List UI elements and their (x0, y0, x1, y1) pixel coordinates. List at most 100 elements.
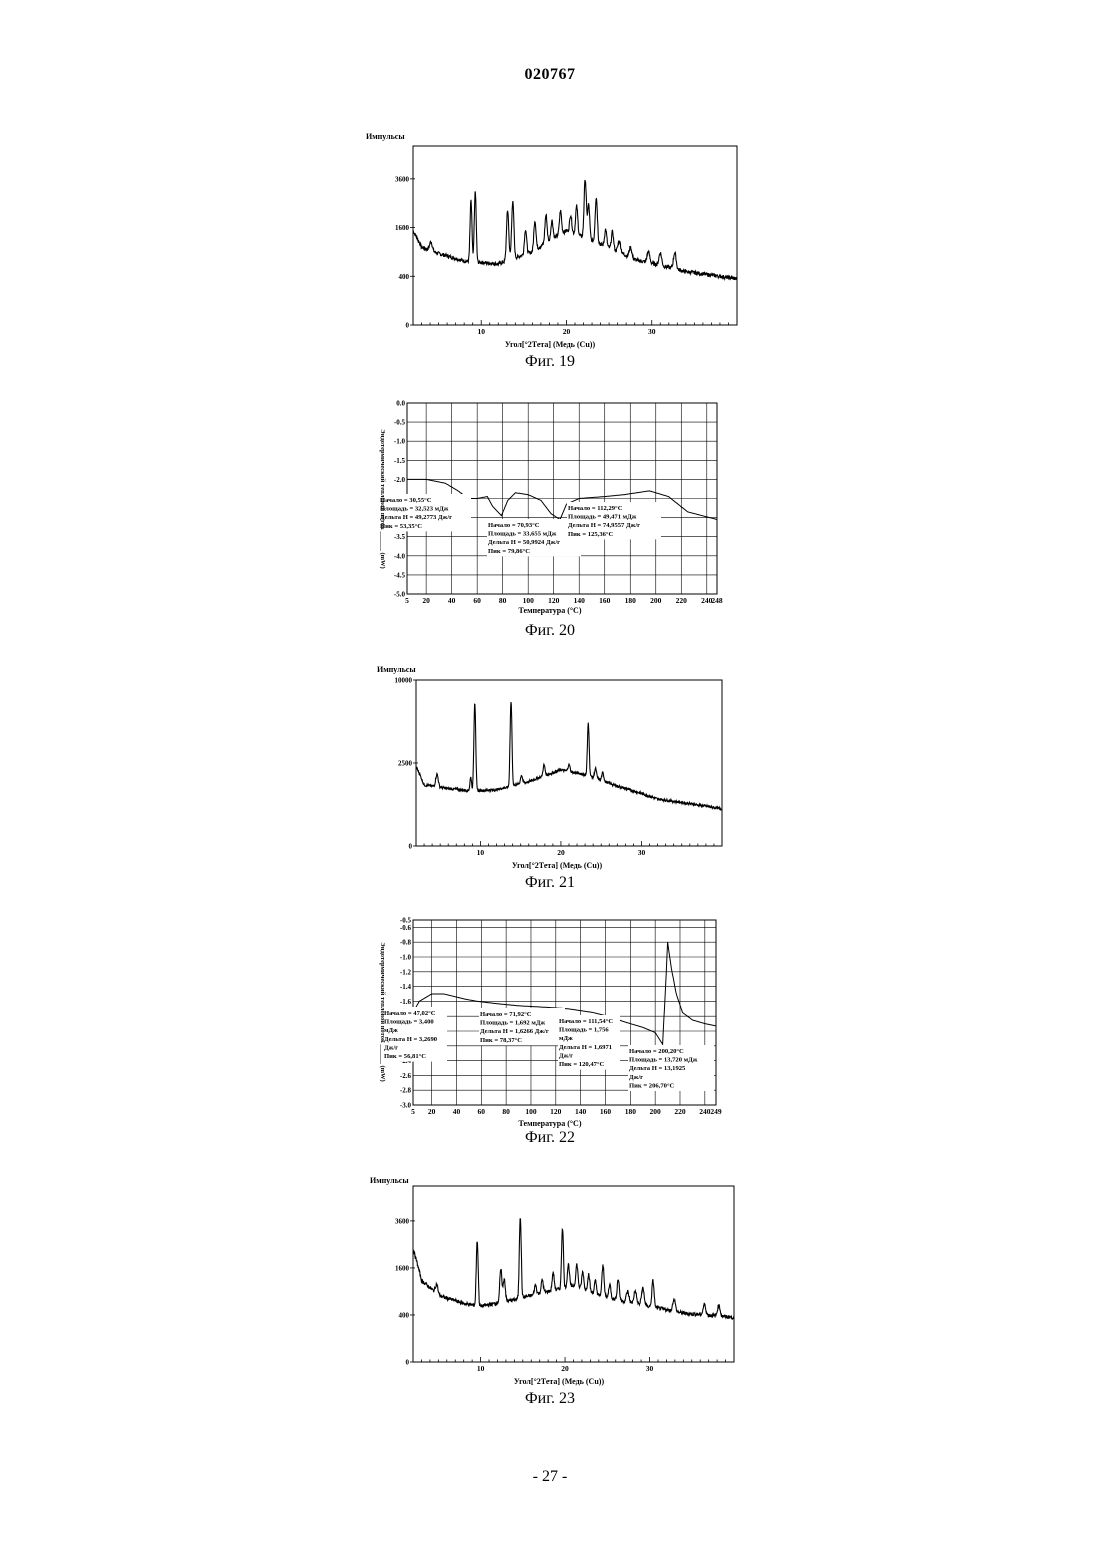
ylabel: Импульсы (366, 132, 405, 141)
annotation-text: Дельта H = 1,6266 Дж/г (480, 1028, 549, 1035)
page-number: - 27 - (0, 1468, 1100, 1486)
y-tick-label: -1.5 (394, 457, 406, 465)
annotation-text: Площадь = 49,471 мДж (568, 514, 637, 521)
x-tick-label: 248 (711, 596, 723, 605)
x-tick-label: 20 (422, 596, 430, 605)
annotation-box (628, 1045, 714, 1091)
annotation-text: Пик = 53,35°C (380, 523, 422, 530)
x-tick-label: 80 (502, 1107, 510, 1116)
x-tick-label: 80 (499, 596, 507, 605)
plot-frame (413, 146, 737, 325)
plot-frame (407, 403, 717, 594)
x-tick-label: 140 (574, 596, 586, 605)
annotation-text: Дельта H = 50,9924 Дж/г (488, 539, 560, 546)
x-tick-label: 120 (550, 1107, 562, 1116)
annotation-text: Площадь = 3,400 (384, 1019, 434, 1026)
x-tick-label: 5 (411, 1107, 415, 1116)
annotation-text: Дельта H = 74,9557 Дж/г (568, 522, 640, 529)
y-tick-label: 0 (409, 843, 413, 851)
plot-frame (413, 1186, 734, 1362)
annotation-text: Начало = 112,29°C (568, 505, 623, 512)
y-tick-label: -0.6 (400, 924, 412, 932)
annotation-text: Пик = 206,70°C (629, 1082, 675, 1089)
x-tick-label: 30 (648, 327, 656, 336)
y-tick-label: -1.4 (400, 983, 412, 991)
figure-caption-22: Фиг. 22 (0, 1129, 1100, 1147)
y-tick-label: -4.5 (394, 571, 406, 579)
annotation-box (567, 502, 661, 539)
y-tick-label: 0 (406, 1359, 410, 1367)
y-tick-label: 400 (399, 1311, 410, 1319)
annotation-text: Начало = 47,02°C (384, 1010, 436, 1017)
x-tick-label: 120 (548, 596, 560, 605)
x-tick-label: 5 (405, 596, 409, 605)
y-tick-label: -1.0 (400, 954, 412, 962)
figure-caption-20: Фиг. 20 (0, 622, 1100, 640)
ylabel: Эндотермический тепловой поток ______ (m… (379, 942, 386, 1081)
y-tick-label: -0.5 (394, 419, 406, 427)
diffraction-trace (416, 702, 722, 810)
y-tick-label: -1.2 (400, 968, 412, 976)
x-tick-label: 60 (473, 596, 481, 605)
annotation-text: Пик = 56,81°C (384, 1053, 426, 1060)
annotation-text: Площадь = 32,523 мДж (380, 506, 449, 513)
annotation-text: Дж/г (384, 1044, 398, 1051)
x-tick-label: 40 (448, 596, 456, 605)
y-tick-label: -1.0 (394, 438, 406, 446)
x-tick-label: 20 (561, 1364, 569, 1373)
y-tick-label: -2.2 (400, 1042, 412, 1050)
y-tick-label: 1600 (395, 1264, 410, 1272)
x-tick-label: 30 (646, 1364, 654, 1373)
y-tick-label: -2.6 (400, 1072, 412, 1080)
x-tick-label: 100 (525, 1107, 537, 1116)
y-tick-label: -3.0 (394, 514, 406, 522)
y-tick-label: -0.5 (400, 917, 412, 925)
y-tick-label: 0 (406, 322, 410, 330)
y-tick-label: -3.0 (400, 1102, 412, 1110)
annotation-box (558, 1015, 620, 1070)
y-tick-label: -5.0 (394, 591, 406, 599)
xlabel: Угол[°2Тета] (Медь (Cu)) (505, 340, 596, 349)
x-tick-label: 10 (477, 1364, 485, 1373)
annotation-text: Площадь = 13,720 мДж (629, 1057, 698, 1064)
figure-caption-21: Фиг. 21 (0, 874, 1100, 892)
x-tick-label: 200 (650, 1107, 662, 1116)
y-tick-label: -1.6 (400, 998, 412, 1006)
annotation-text: мДж (384, 1027, 398, 1034)
annotation-box (379, 494, 471, 531)
heat-flow-curve (413, 942, 716, 1044)
y-tick-label: -2.0 (394, 476, 406, 484)
x-tick-label: 10 (477, 327, 485, 336)
xlabel: Температура (°C) (518, 606, 581, 615)
figure-caption-19: Фиг. 19 (0, 353, 1100, 371)
y-tick-label: 0.0 (396, 400, 405, 408)
diffraction-trace (413, 1218, 734, 1319)
annotation-text: Дельта H = 13,1925 (629, 1065, 686, 1072)
patent-number: 020767 (0, 66, 1100, 84)
annotation-text: Площадь = 1,756 (559, 1027, 609, 1034)
x-tick-label: 180 (625, 1107, 637, 1116)
annotation-text: Пик = 125,36°C (568, 531, 614, 538)
y-tick-label: 400 (399, 273, 410, 281)
x-tick-label: 160 (599, 596, 611, 605)
y-tick-label: 1600 (395, 224, 410, 232)
x-tick-label: 10 (477, 848, 485, 857)
annotation-text: Пик = 79,86°C (488, 548, 530, 555)
y-tick-label: 2500 (398, 760, 413, 768)
xlabel: Угол[°2Тета] (Медь (Cu)) (514, 1377, 605, 1386)
y-tick-label: -2.5 (394, 495, 406, 503)
annotation-text: Начало = 30,55°C (380, 497, 432, 504)
x-tick-label: 100 (523, 596, 535, 605)
annotation-text: Начало = 200,20°C (629, 1048, 684, 1055)
x-tick-label: 180 (625, 596, 637, 605)
annotation-box (487, 519, 581, 556)
diffraction-trace (413, 180, 737, 280)
x-tick-label: 60 (478, 1107, 486, 1116)
annotation-text: Дельта H = 49,2773 Дж/г (380, 514, 452, 521)
ylabel: Импульсы (370, 1176, 409, 1185)
